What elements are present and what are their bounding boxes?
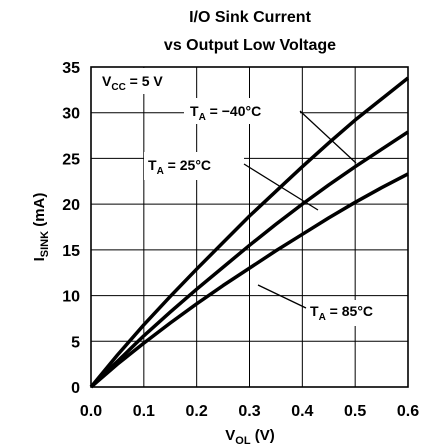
x-tick-label-6: 0.6 [397, 403, 419, 420]
series-lines [89, 76, 410, 389]
y-tick-labels: 0 5 10 15 20 25 30 35 [62, 60, 80, 397]
chart-title-line2: vs Output Low Voltage [164, 37, 336, 54]
x-tick-labels: 0.0 0.1 0.2 0.3 0.4 0.5 0.6 [80, 403, 419, 420]
series-leader-3 [257, 284, 307, 309]
series-leader-2 [243, 163, 319, 211]
y-tick-label-6: 30 [62, 106, 80, 123]
series-label-1: TA = −40°C [190, 103, 261, 123]
x-tick-label-1: 0.1 [133, 403, 155, 420]
x-tick-label-0: 0.0 [80, 403, 102, 420]
x-tick-label-2: 0.2 [186, 403, 208, 420]
condition-label: VCC = 5 V [102, 73, 163, 93]
condition-label-bg [98, 68, 176, 94]
y-tick-label-2: 10 [62, 289, 80, 306]
series-line-1 [89, 76, 410, 389]
y-tick-label-5: 25 [62, 151, 80, 168]
series-line-3 [89, 172, 409, 389]
series-leader-1 [299, 110, 357, 164]
chart-title-line1: I/O Sink Current [189, 9, 311, 26]
y-tick-label-3: 15 [62, 243, 80, 260]
x-axis-label: VOL (V) [225, 427, 274, 447]
y-tick-label-4: 20 [62, 197, 80, 214]
x-tick-label-5: 0.5 [344, 403, 366, 420]
y-tick-label-1: 5 [71, 334, 80, 351]
plot-frame [90, 66, 409, 388]
x-tick-label-3: 0.3 [238, 403, 260, 420]
series-label-bg-2 [144, 152, 244, 180]
series-label-bg-3 [306, 300, 402, 326]
y-tick-label-7: 35 [62, 60, 80, 77]
y-axis-label: ISINK (mA) [31, 193, 51, 262]
series-label-bg-1 [184, 98, 300, 124]
y-tick-label-0: 0 [71, 380, 80, 397]
series-label-3: TA = 85°C [310, 303, 373, 323]
series-label-2: TA = 25°C [148, 157, 211, 177]
x-tick-label-4: 0.4 [291, 403, 313, 420]
series-line-2 [89, 130, 409, 389]
